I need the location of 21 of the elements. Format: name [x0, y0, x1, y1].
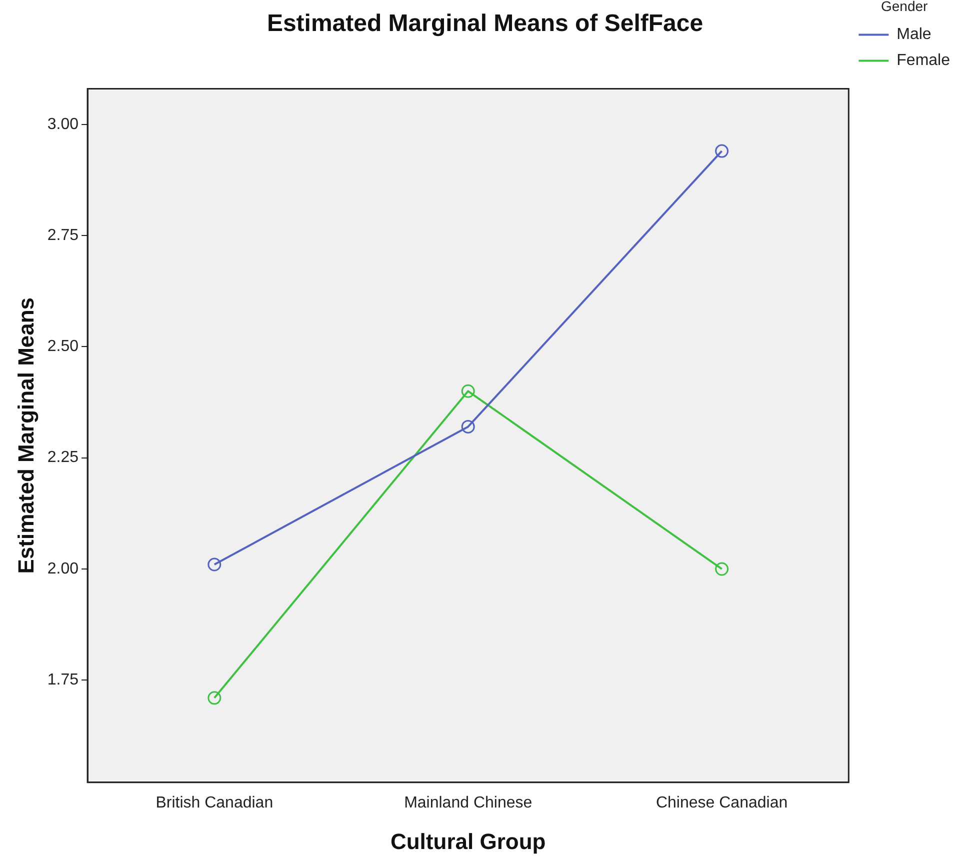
legend-label: Male: [896, 26, 932, 44]
y-tick-label: 1.75: [47, 672, 79, 689]
point: [208, 558, 222, 572]
y-tick-label: 2.00: [47, 560, 79, 578]
y-tick-label: 3.00: [47, 116, 79, 133]
y-tick-label: 2.75: [47, 226, 79, 244]
y-axis-title: Estimated Marginal Means: [13, 297, 38, 574]
legend-label: Female: [896, 52, 950, 70]
point: [461, 384, 475, 398]
point: [208, 691, 222, 705]
x-tick-label: Chinese Canadian: [656, 794, 788, 812]
chart-title: Estimated Marginal Means of SelfFace: [266, 10, 704, 38]
y-tick-label: 2.50: [47, 338, 79, 356]
point: [715, 144, 729, 158]
x-axis-title: Cultural Group: [390, 828, 546, 854]
point: [461, 420, 475, 434]
point: [715, 562, 729, 576]
x-tick-label: British Canadian: [156, 794, 274, 812]
y-tick-label: 2.25: [47, 449, 79, 466]
x-tick-label: Mainland Chinese: [404, 794, 532, 812]
legend-title: Gender: [880, 0, 928, 14]
